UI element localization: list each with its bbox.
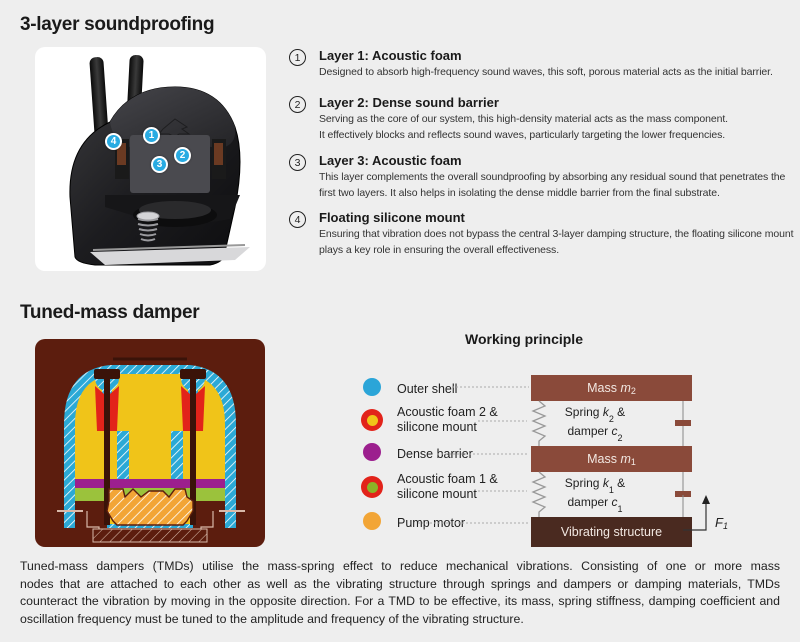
svg-text:F1: F1 [715,515,728,531]
